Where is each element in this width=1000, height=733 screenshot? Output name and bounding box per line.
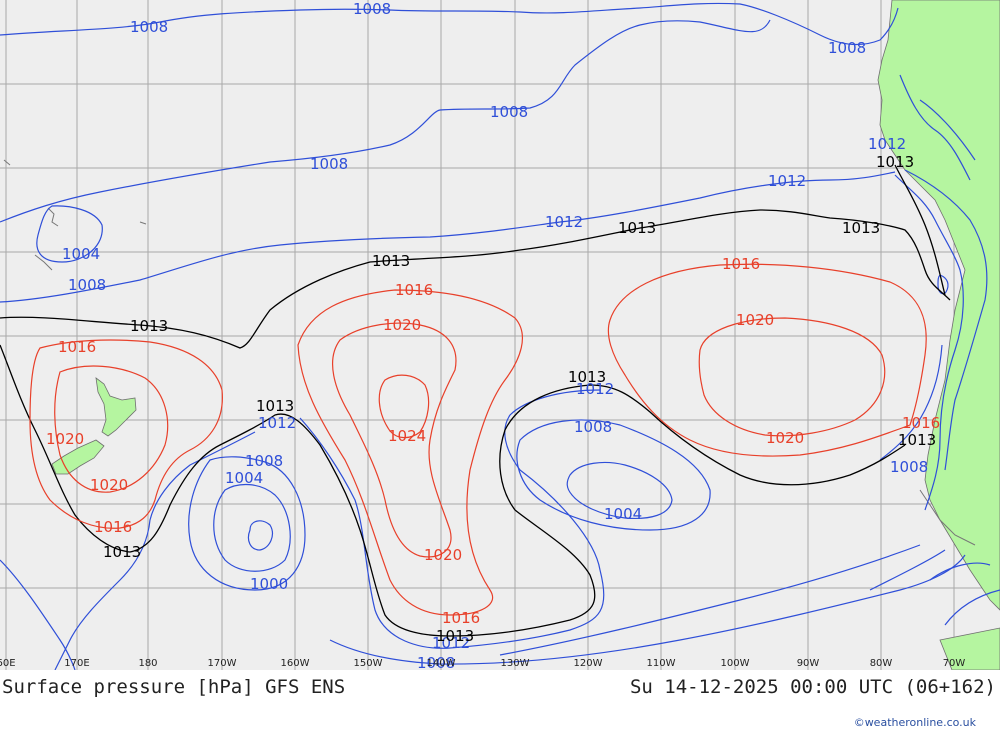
new-zealand-land: [51, 377, 137, 475]
label-1004: 1004: [225, 469, 263, 487]
label-1012: 1012: [868, 135, 906, 153]
map-footer: Surface pressure [hPa] GFS ENS Su 14-12-…: [0, 676, 1000, 700]
map-canvas: 1008 1008 1008 1008 1008 1004 1008 1012 …: [0, 0, 1000, 670]
label-1008: 1008: [890, 458, 928, 476]
label-1008: 1008: [574, 418, 612, 436]
longitude-tick-label: 80W: [870, 658, 893, 669]
longitude-tick-label: 110W: [647, 658, 676, 669]
label-1012: 1012: [258, 414, 296, 432]
longitude-tick-label: 70W: [943, 658, 966, 669]
longitude-tick-label: 180: [138, 658, 157, 669]
map-valid-time: Su 14-12-2025 00:00 UTC (06+162): [629, 676, 996, 698]
label-1008: 1008: [353, 0, 391, 18]
label-1004: 1004: [62, 245, 100, 263]
longitude-tick-label: 150W: [354, 658, 383, 669]
label-1008: 1008: [68, 276, 106, 294]
label-1013: 1013: [256, 397, 294, 415]
longitude-axis: 60E 170E 180 170W 160W 150W 140W 130W 120W 110W 10…: [0, 658, 965, 669]
label-1013: 1013: [842, 219, 880, 237]
label-1000: 1000: [250, 575, 288, 593]
label-1020: 1020: [90, 476, 128, 494]
longitude-tick-label: 170W: [208, 658, 237, 669]
isobar-labels: 1008 1008 1008 1008 1008 1004 1008 1012 …: [46, 0, 940, 670]
label-1016: 1016: [58, 338, 96, 356]
longitude-tick-label: 130W: [501, 658, 530, 669]
longitude-tick-label: 160W: [281, 658, 310, 669]
longitude-tick-label: 170E: [64, 658, 89, 669]
label-1016: 1016: [395, 281, 433, 299]
label-1013: 1013: [876, 153, 914, 171]
longitude-tick-label: 140W: [427, 658, 456, 669]
label-1013: 1013: [103, 543, 141, 561]
label-1020: 1020: [383, 316, 421, 334]
label-1020: 1020: [424, 546, 462, 564]
label-1004: 1004: [604, 505, 642, 523]
south-america-land: [877, 0, 1000, 670]
label-1008: 1008: [130, 18, 168, 36]
label-1020: 1020: [736, 311, 774, 329]
label-1020: 1020: [766, 429, 804, 447]
label-1008: 1008: [490, 103, 528, 121]
credit-link[interactable]: ©weatheronline.co.uk: [853, 716, 976, 729]
longitude-tick-label: 90W: [797, 658, 820, 669]
label-1024: 1024: [388, 427, 426, 445]
label-1013: 1013: [618, 219, 656, 237]
label-1012: 1012: [576, 380, 614, 398]
label-1013: 1013: [372, 252, 410, 270]
high-isobars: [29, 263, 927, 616]
label-1013: 1013: [436, 627, 474, 645]
map-title: Surface pressure [hPa] GFS ENS: [2, 676, 346, 698]
reference-isobar: [0, 164, 951, 637]
label-1016: 1016: [902, 414, 940, 432]
label-1016: 1016: [442, 609, 480, 627]
label-1008: 1008: [245, 452, 283, 470]
label-1016: 1016: [94, 518, 132, 536]
label-1012: 1012: [432, 634, 470, 652]
label-1008: 1008: [828, 39, 866, 57]
label-1012: 1012: [768, 172, 806, 190]
label-1013: 1013: [130, 317, 168, 335]
longitude-tick-label: 100W: [721, 658, 750, 669]
longitude-tick-label: 60E: [0, 658, 16, 669]
pressure-map: 1008 1008 1008 1008 1008 1004 1008 1012 …: [0, 0, 1000, 670]
label-1013: 1013: [898, 431, 936, 449]
label-1008: 1008: [310, 155, 348, 173]
label-1008: 1008: [417, 654, 455, 670]
label-1016: 1016: [722, 255, 760, 273]
label-1020: 1020: [46, 430, 84, 448]
islands: [3, 159, 976, 546]
label-1012: 1012: [545, 213, 583, 231]
longitude-tick-label: 120W: [574, 658, 603, 669]
label-1013: 1013: [568, 368, 606, 386]
